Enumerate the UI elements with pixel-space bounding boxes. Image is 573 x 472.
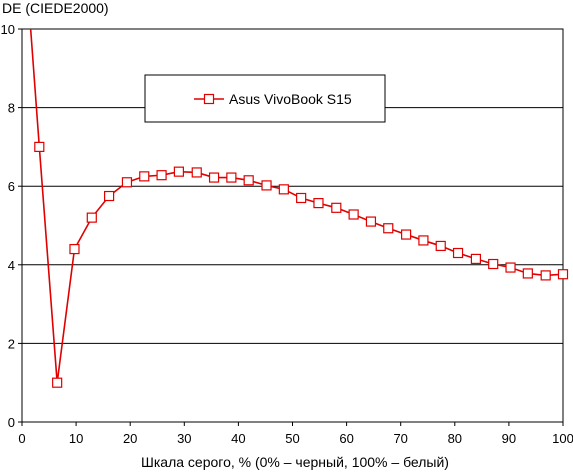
y-tick-label-2: 2 [8, 336, 15, 351]
x-axis-ticks: 0 10 20 30 40 50 60 70 80 90 100 [18, 422, 573, 446]
data-point [278, 184, 289, 195]
data-point [208, 172, 220, 183]
data-point [104, 190, 115, 202]
x-tick-label-50: 50 [285, 431, 299, 446]
data-point [452, 247, 464, 259]
y-tick-label-8: 8 [8, 101, 15, 116]
y-tick-label-6: 6 [8, 179, 15, 194]
data-point [173, 166, 184, 177]
x-axis-title: Шкала серого, % (0% – черный, 100% – бел… [141, 454, 449, 470]
x-tick-label-90: 90 [502, 431, 516, 446]
data-point [69, 243, 80, 255]
gridlines [22, 107, 563, 344]
x-tick-label-80: 80 [448, 431, 462, 446]
data-point [488, 258, 499, 270]
data-point [156, 170, 167, 181]
data-point [34, 141, 45, 152]
y-tick-label-0: 0 [8, 415, 15, 430]
x-tick-label-0: 0 [18, 431, 25, 446]
y-tick-label-4: 4 [8, 258, 15, 273]
data-point [243, 175, 254, 186]
data-point [261, 180, 272, 191]
legend: Asus VivoBook S15 [144, 74, 386, 123]
data-point [52, 377, 63, 388]
data-point [505, 262, 516, 273]
x-tick-label-100: 100 [552, 431, 573, 446]
data-point [348, 209, 359, 220]
series-group [29, 28, 569, 388]
data-point [191, 167, 202, 178]
data-point [313, 197, 324, 209]
data-point [435, 240, 446, 252]
legend-box [144, 74, 386, 123]
data-point [557, 269, 569, 280]
legend-marker [203, 93, 215, 105]
data-point [383, 223, 394, 234]
data-point [401, 229, 412, 240]
data-point [365, 216, 377, 227]
data-point [86, 212, 97, 223]
data-point [331, 202, 342, 213]
x-tick-label-70: 70 [393, 431, 407, 446]
data-point [522, 268, 533, 279]
y-axis-title: DE (CIEDE2000) [2, 0, 109, 16]
data-point [540, 270, 551, 281]
legend-label: Asus VivoBook S15 [229, 91, 352, 107]
x-tick-label-60: 60 [339, 431, 353, 446]
x-tick-label-20: 20 [123, 431, 137, 446]
x-tick-label-10: 10 [69, 431, 83, 446]
y-tick-label-10: 10 [1, 22, 15, 37]
data-point [470, 253, 481, 265]
data-point [296, 192, 307, 204]
data-point [226, 172, 237, 183]
x-tick-label-40: 40 [231, 431, 245, 446]
data-point [121, 177, 133, 188]
y-axis-ticks: 0 2 4 6 8 10 [1, 22, 22, 430]
data-point [418, 235, 429, 246]
x-tick-label-30: 30 [177, 431, 191, 446]
data-point [139, 171, 150, 182]
